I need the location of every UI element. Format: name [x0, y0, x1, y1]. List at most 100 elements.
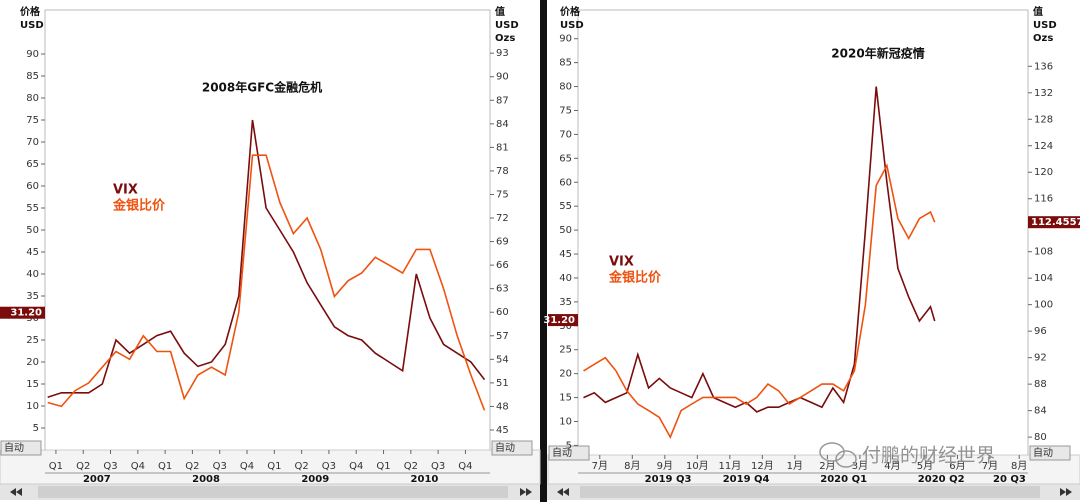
y-tick-label: 75	[26, 115, 39, 126]
x-tick-label: Q4	[131, 461, 145, 472]
y2-tick-label: 51	[496, 378, 509, 389]
x-tick-label: 1月	[787, 460, 803, 472]
y2-tick-label: 88	[1034, 379, 1047, 390]
y-tick-label: 50	[559, 225, 572, 236]
y-tick-label: 75	[559, 105, 572, 116]
y-tick-label: 25	[559, 345, 572, 356]
plot-area	[44, 9, 491, 451]
x-tick-label: Q1	[376, 461, 390, 472]
y2-tick-label: 116	[1034, 194, 1053, 205]
y-tick-label: 85	[26, 71, 39, 82]
x-tick-label: Q4	[349, 461, 363, 472]
y-tick-label: 40	[26, 269, 39, 280]
y-tick-label: 80	[26, 93, 39, 104]
y-tick-label: 65	[559, 153, 572, 164]
x-axis-band	[0, 449, 541, 485]
y-marker	[0, 306, 45, 319]
x-group-label: 2019 Q4	[723, 474, 770, 485]
y-tick-label: 90	[26, 49, 39, 60]
x-group-label: 2009	[301, 474, 329, 485]
y-marker-label: 31.20	[543, 315, 575, 326]
y2-tick-label: 108	[1034, 247, 1053, 258]
x-tick-label: Q3	[103, 461, 117, 472]
y-tick-label: 60	[559, 177, 572, 188]
scrollbar-left[interactable]	[0, 484, 540, 500]
y2-tick-label: 128	[1034, 114, 1053, 125]
y2-axis-label: 值	[1033, 5, 1043, 18]
y2-tick-label: 124	[1034, 141, 1053, 152]
y2-tick-label: 57	[496, 331, 509, 342]
y-tick-label: 25	[26, 335, 39, 346]
y2-axis-label: 值	[495, 5, 505, 18]
x-tick-label: 5月	[917, 460, 933, 472]
y2-axis-label: Ozs	[1033, 33, 1053, 44]
y2-marker-label: 112.4557	[1031, 217, 1080, 228]
y-tick-label: 35	[559, 297, 572, 308]
y2-tick-label: 75	[496, 189, 509, 200]
auto-button[interactable]	[548, 445, 590, 461]
y-tick-label: 40	[559, 273, 572, 284]
plot-area	[577, 9, 1029, 456]
auto-button-label: 自动	[552, 446, 572, 459]
y-tick-label: 70	[559, 129, 572, 140]
y2-tick-label: 78	[496, 166, 509, 177]
y-tick-label: 80	[559, 82, 572, 93]
auto-button[interactable]	[491, 440, 533, 456]
legend-entry: 金银比价	[608, 270, 662, 286]
y2-tick-label: 120	[1034, 167, 1053, 178]
y-marker	[548, 314, 578, 327]
x-group-label: 2007	[83, 474, 111, 485]
scrollbar-right[interactable]	[547, 484, 1080, 500]
x-tick-label: Q2	[76, 461, 90, 472]
auto-button-label: 自动	[1033, 446, 1053, 459]
x-tick-label: 9月	[657, 460, 673, 472]
y2-tick-label: 54	[496, 354, 509, 365]
y-marker-label: 31.20	[10, 308, 42, 319]
x-tick-label: Q2	[295, 461, 309, 472]
x-tick-label: 2月	[819, 460, 835, 472]
watermark: 付鹏的财经世界	[862, 445, 995, 467]
auto-button[interactable]	[1029, 445, 1071, 461]
y2-tick-label: 81	[496, 142, 509, 153]
x-tick-label: Q4	[240, 461, 254, 472]
x-tick-label: Q1	[267, 461, 281, 472]
y-tick-label: 90	[559, 34, 572, 45]
y2-tick-label: 93	[496, 48, 509, 59]
x-group-label: 2020 Q1	[820, 474, 867, 485]
legend-entry: VIX	[609, 255, 634, 270]
y-tick-label: 5	[566, 440, 572, 451]
y-axis-label: USD	[560, 20, 584, 31]
y2-axis-label: USD	[1033, 20, 1057, 31]
y2-tick-label: 87	[496, 95, 509, 106]
legend-entry: 金银比价	[112, 198, 166, 214]
auto-button-label: 自动	[495, 441, 515, 454]
y2-tick-label: 92	[1034, 353, 1047, 364]
y-tick-label: 55	[559, 201, 572, 212]
annotation: 2008年GFC金融危机	[202, 80, 322, 95]
x-tick-label: Q2	[404, 461, 418, 472]
x-tick-label: 12月	[751, 460, 774, 472]
y-tick-label: 15	[26, 379, 39, 390]
x-tick-label: Q1	[49, 461, 63, 472]
x-tick-label: 11月	[718, 460, 741, 472]
y2-tick-label: 84	[496, 119, 509, 130]
y2-tick-label: 84	[1034, 406, 1047, 417]
y-tick-label: 10	[559, 417, 572, 428]
y2-marker	[1028, 216, 1080, 229]
x-axis-band	[547, 454, 1080, 485]
y2-tick-label: 104	[1034, 273, 1053, 284]
auto-button-label: 自动	[4, 441, 24, 454]
y-tick-label: 85	[559, 58, 572, 69]
y2-tick-label: 63	[496, 284, 509, 295]
y-tick-label: 60	[26, 181, 39, 192]
x-tick-label: 7月	[592, 460, 608, 472]
y-tick-label: 50	[26, 225, 39, 236]
y-tick-label: 45	[26, 247, 39, 258]
y2-tick-label: 100	[1034, 300, 1053, 311]
y-tick-label: 5	[33, 423, 39, 434]
auto-button[interactable]	[0, 440, 42, 456]
y2-axis-label: Ozs	[495, 33, 515, 44]
y-tick-label: 15	[559, 393, 572, 404]
y-tick-label: 30	[559, 321, 572, 332]
